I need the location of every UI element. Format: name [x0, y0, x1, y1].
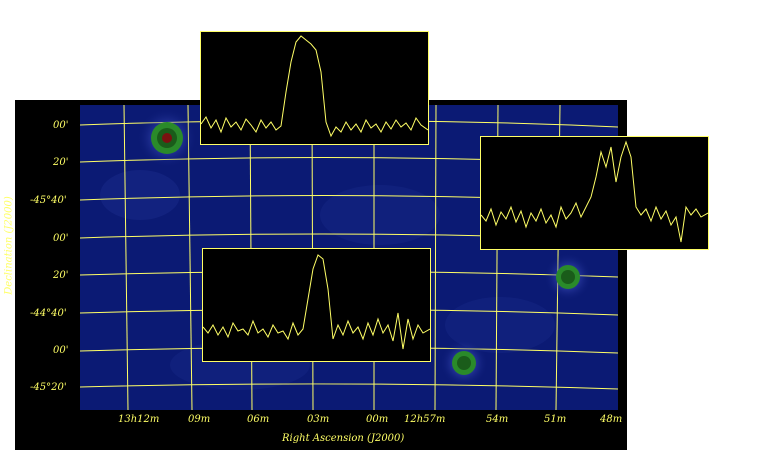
source-bottom [440, 339, 488, 387]
spectrum-line [201, 35, 428, 138]
y-tick-label: 00' [53, 233, 69, 244]
spectrum-inset-middle [202, 248, 431, 362]
spectrum-inset-right [480, 136, 709, 250]
y-tick-label: 20' [53, 270, 69, 281]
x-tick-label: 06m [247, 414, 270, 425]
x-tick-label: 03m [307, 414, 330, 425]
source-right [544, 253, 592, 301]
y-axis-title: Declination (J2000) [3, 196, 15, 295]
spectrum-inset-top [200, 31, 429, 145]
x-tick-label: 51m [544, 414, 567, 425]
y-tick-label: 20' [53, 157, 69, 168]
x-tick-label: 13h12m [118, 414, 160, 425]
y-tick-label: -45°20' [30, 382, 67, 393]
noise-patch [100, 170, 180, 220]
y-tick-label: 00' [53, 120, 69, 131]
x-tick-label: 09m [188, 414, 211, 425]
noise-patch [320, 185, 440, 245]
y-tick-label: -44°40' [30, 308, 67, 319]
x-tick-label: 48m [600, 414, 623, 425]
x-axis-title: Right Ascension (J2000) [282, 433, 405, 444]
spectrum-line [203, 254, 430, 350]
x-tick-label: 00m [366, 414, 389, 425]
x-tick-label: 54m [486, 414, 509, 425]
source-top-left [137, 108, 197, 168]
spectrum-line [481, 140, 708, 243]
y-tick-label: -45°40' [30, 195, 67, 206]
x-tick-label: 12h57m [404, 414, 446, 425]
y-tick-label: 00' [53, 345, 69, 356]
